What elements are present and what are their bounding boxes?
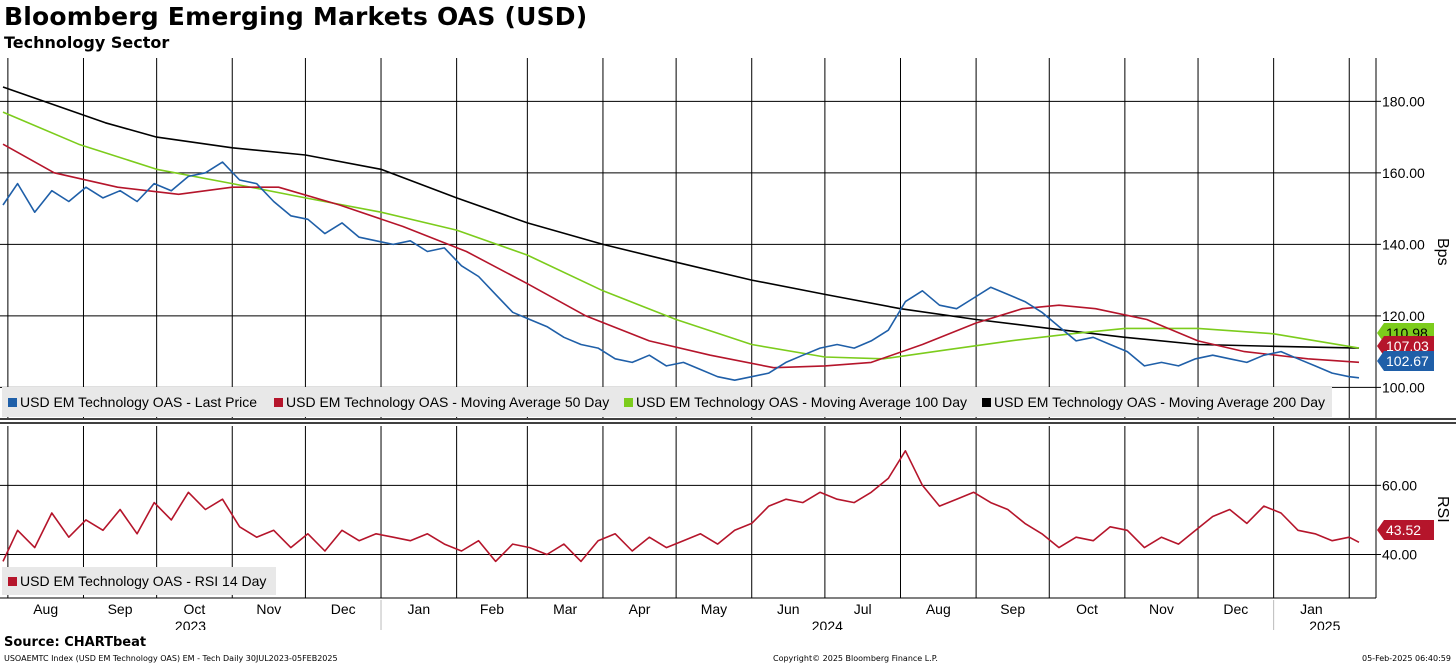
legend-background xyxy=(2,567,276,595)
series-line xyxy=(2,449,1360,563)
x-tick-label: Dec xyxy=(331,601,356,617)
tag-value: 107.03 xyxy=(1386,338,1429,354)
lower-series xyxy=(2,449,1360,563)
legend-swatch xyxy=(982,398,991,407)
chart-canvas: 180.00 160.00 140.00 120.00 100.00 Bps 60.00 4… xyxy=(0,58,1456,630)
source-note: Source: CHARTbeat xyxy=(4,635,147,650)
chart-subtitle: Technology Sector xyxy=(4,33,170,52)
legend-swatch xyxy=(8,577,17,586)
chart-title: Bloomberg Emerging Markets OAS (USD) xyxy=(4,2,588,31)
x-tick-label: Jun xyxy=(777,601,800,617)
tag-background xyxy=(1377,351,1434,371)
y-tick-label: 160.00 xyxy=(1382,165,1425,181)
x-tick-label: Apr xyxy=(629,601,651,617)
tag-background xyxy=(1377,520,1434,540)
year-label: 2025 xyxy=(1309,618,1340,630)
year-label: 2024 xyxy=(812,618,843,630)
x-tick-label: Mar xyxy=(553,601,577,617)
legend-swatch xyxy=(274,398,283,407)
legend-label: USD EM Technology OAS - RSI 14 Day xyxy=(20,573,266,589)
y-tick-label: 60.00 xyxy=(1382,477,1417,493)
x-tick-label: Nov xyxy=(1149,601,1174,617)
x-tick-label: Jul xyxy=(854,601,872,617)
y-tick-label: 100.00 xyxy=(1382,379,1425,395)
y-tick-label: 120.00 xyxy=(1382,308,1425,324)
x-axis: Aug Sep Oct Nov Dec Jan Feb Mar Apr May Jun Jul Aug S… xyxy=(0,597,1376,630)
upper-grid xyxy=(0,58,1376,418)
x-tick-label: Oct xyxy=(184,601,206,617)
copyright-note: Copyright© 2025 Bloomberg Finance L.P. xyxy=(773,654,938,663)
tag-value: 102.67 xyxy=(1386,353,1429,369)
timestamp: 05-Feb-2025 06:40:59 xyxy=(1362,654,1451,663)
y-tick-label: 180.00 xyxy=(1382,93,1425,109)
y-tick-label: 40.00 xyxy=(1382,547,1417,563)
y-axis-lower: 60.00 40.00 RSI xyxy=(1375,426,1451,598)
x-tick-label: Aug xyxy=(33,601,58,617)
legend-label: USD EM Technology OAS - Moving Average 1… xyxy=(636,394,967,410)
legend-label: USD EM Technology OAS - Moving Average 5… xyxy=(286,394,609,410)
x-tick-label: Sep xyxy=(108,601,133,617)
legend-swatch xyxy=(624,398,633,407)
year-label: 2023 xyxy=(175,618,206,630)
tag-value: 43.52 xyxy=(1386,522,1421,538)
series-line xyxy=(2,143,1360,369)
x-tick-label: Jan xyxy=(408,601,431,617)
legend-label: USD EM Technology OAS - Last Price xyxy=(20,394,257,410)
x-tick-label: Feb xyxy=(480,601,504,617)
last-value-tag: 43.52 xyxy=(1377,520,1434,540)
last-value-tag: 102.67 xyxy=(1377,351,1434,371)
legend-label: USD EM Technology OAS - Moving Average 2… xyxy=(994,394,1325,410)
x-tick-label: Jan xyxy=(1300,601,1323,617)
y-tick-label: 140.00 xyxy=(1382,236,1425,252)
x-tick-label: Dec xyxy=(1223,601,1248,617)
series-line xyxy=(2,161,1360,382)
legend-lower: USD EM Technology OAS - RSI 14 Day xyxy=(2,567,276,595)
index-info: USOAEMTC Index (USD EM Technology OAS) E… xyxy=(4,654,338,663)
x-tick-label: Aug xyxy=(926,601,951,617)
x-tick-label: Sep xyxy=(1000,601,1025,617)
series-line xyxy=(2,86,1360,349)
legend-background xyxy=(2,387,1332,417)
y-axis-label: RSI xyxy=(1434,496,1451,523)
y-axis-upper: 180.00 160.00 140.00 120.00 100.00 Bps xyxy=(1375,58,1451,418)
y-axis-label: Bps xyxy=(1434,238,1451,266)
legend-swatch xyxy=(8,398,17,407)
x-tick-label: Oct xyxy=(1076,601,1098,617)
x-tick-label: Nov xyxy=(256,601,281,617)
x-tick-label: May xyxy=(701,601,727,617)
series-line xyxy=(2,111,1360,360)
upper-series xyxy=(2,86,1360,382)
legend-upper: USD EM Technology OAS - Last Price USD EM… xyxy=(2,387,1332,417)
